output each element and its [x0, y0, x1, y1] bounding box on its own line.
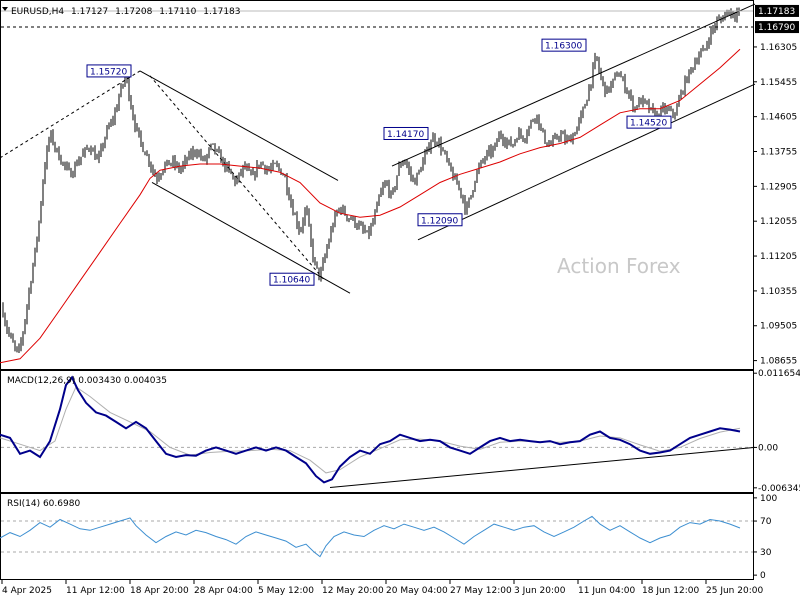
falling-channel-upper [139, 70, 339, 181]
rising-channel-lower [417, 83, 756, 241]
chart-header: EURUSD,H4 1.17127 1.17208 1.17110 1.1718… [2, 7, 241, 17]
price-tick-label: 1.14605 [760, 113, 797, 123]
swing-label: 1.14520 [630, 119, 667, 129]
macd-tick-label: -0.006345 [758, 484, 800, 494]
open-value: 1.17127 [71, 7, 108, 17]
moving-average-line [0, 48, 741, 364]
time-tick-label: 12 May 20:00 [322, 586, 384, 596]
time-tick-label: 5 May 12:00 [258, 586, 314, 596]
time-tick-label: 18 Apr 20:00 [130, 586, 189, 596]
swing-label-box [626, 115, 672, 129]
rsi-tick-label: 0 [760, 571, 766, 581]
svg-text:EURUSD,H4 1.17127: EURUSD,H4 1.17127 1.17208 1.17110 1.1718… [11, 7, 241, 17]
low-value: 1.17110 [159, 7, 196, 17]
macd-main-line [0, 375, 741, 484]
time-tick-label: 20 May 04:00 [386, 586, 448, 596]
watermark: Action Forex [557, 254, 681, 278]
time-axis: 4 Apr 2025 11 Apr 12:00 18 Apr 20:00 28 Apr… [1, 580, 763, 596]
price-tick-label: 1.13755 [760, 147, 797, 157]
high-value: 1.17208 [115, 7, 152, 17]
time-tick-label: 11 Jun 04:00 [578, 586, 635, 596]
price-panel: 1.16305 1.15455 1.14605 1.13755 1.12905 1.120… [0, 0, 799, 370]
rsi-tick-label: 100 [760, 494, 777, 504]
rsi-line [0, 515, 741, 558]
price-tick-label: 1.15455 [760, 78, 797, 88]
macd-label: MACD(12,26,9) 0.003430 0.004035 [7, 376, 167, 386]
rsi-panel: 100 70 30 0 RSI(14) 60.6980 [0, 493, 777, 581]
current-price-tag-box [755, 4, 799, 17]
swing-label-box [269, 272, 315, 286]
price-tick-label: 1.11205 [760, 252, 797, 262]
price-tick-label: 1.16305 [760, 43, 797, 53]
swing-label-box [86, 64, 132, 78]
rising-channel-upper [391, 3, 756, 167]
price-axis: 1.16305 1.15455 1.14605 1.13755 1.12905 1.120… [753, 43, 797, 367]
rsi-tick-label: 70 [760, 517, 772, 527]
price-tick-label: 1.09505 [760, 322, 797, 332]
rsi-level-lines [1, 520, 753, 553]
macd-axis: 0.011654 0.00 -0.006345 [753, 369, 800, 494]
swing-label: 1.14170 [387, 130, 424, 140]
price-tick-label: 1.08655 [760, 357, 797, 367]
swing-label-box [541, 38, 587, 52]
price-tick-label: 1.12055 [760, 217, 797, 227]
time-tick-label: 25 Jun 20:00 [706, 586, 763, 596]
key-level-tag-box [755, 21, 799, 34]
time-tick-label: 27 May 12:00 [450, 586, 512, 596]
price-candles [2, 7, 740, 353]
price-tick-label: 1.10355 [760, 287, 797, 297]
swing-label: 1.16300 [545, 42, 582, 52]
horizontal-price-lines: 1.17183 1.16790 [1, 4, 799, 34]
time-tick-label: 11 Apr 12:00 [66, 586, 125, 596]
current-price-tag: 1.17183 [758, 7, 795, 17]
rsi-tick-label: 30 [760, 548, 772, 558]
time-tick-label: 18 Jun 12:00 [642, 586, 699, 596]
time-tick-label: 4 Apr 2025 [2, 586, 52, 596]
macd-panel: 0.011654 0.00 -0.006345 MACD(12,26,9) 0.00… [0, 369, 800, 494]
swing-labels: 1.15720 1.10640 1.14170 1.12090 1.16300 1.145… [86, 38, 672, 286]
key-level-tag: 1.16790 [758, 23, 795, 33]
macd-trend-line [329, 446, 756, 489]
falling-channel-lower [151, 182, 351, 294]
close-value: 1.17183 [203, 7, 240, 17]
macd-tick-label: 0.011654 [758, 369, 800, 379]
symbol-label: EURUSD,H4 [11, 7, 64, 17]
swing-label-box [417, 213, 463, 227]
macd-tick-label: 0.00 [758, 443, 778, 453]
time-tick-label: 28 Apr 04:00 [194, 586, 253, 596]
price-tick-label: 1.12905 [760, 182, 797, 192]
swing-label: 1.12090 [421, 216, 458, 226]
swing-label: 1.15720 [90, 67, 127, 77]
time-tick-label: 3 Jun 20:00 [514, 586, 566, 596]
dropdown-arrow-icon[interactable] [2, 7, 8, 11]
rsi-label: RSI(14) 60.6980 [7, 499, 80, 509]
swing-label: 1.10640 [273, 276, 310, 286]
swing-label-box [383, 126, 429, 140]
rsi-axis: 100 70 30 0 [753, 494, 777, 581]
